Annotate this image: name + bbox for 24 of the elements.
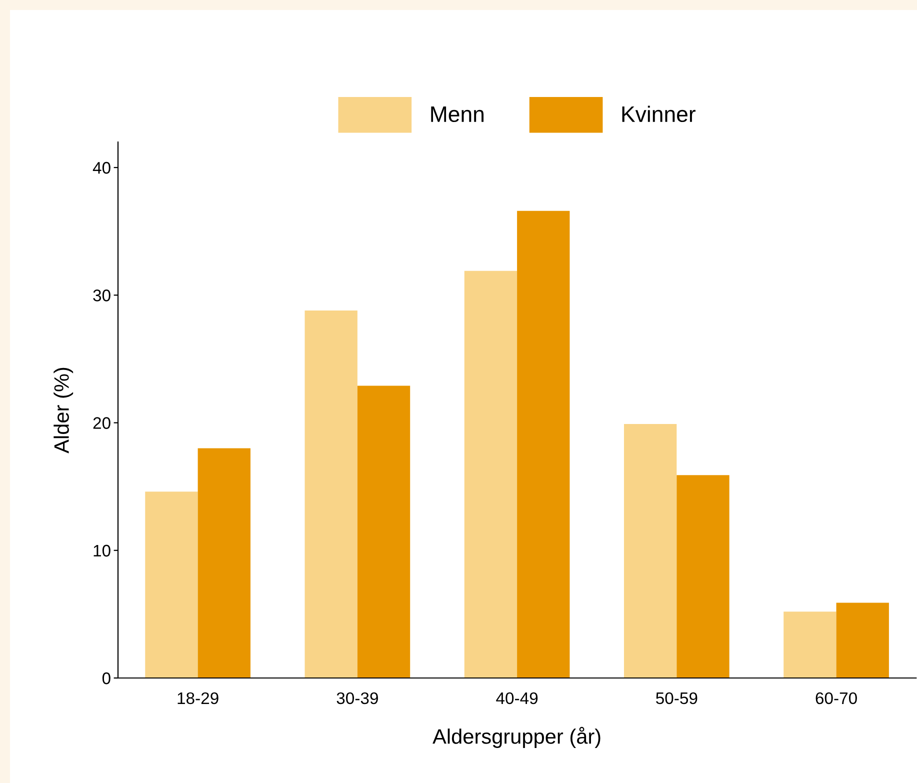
x-tick-label: 60-70: [816, 692, 857, 704]
y-tick-label: 10: [94, 544, 110, 557]
y-tick-label: 20: [93, 417, 110, 429]
legend-label: Kvinner: [622, 106, 696, 122]
bar: [676, 475, 730, 678]
x-tick-label: 50-59: [656, 692, 698, 704]
bar: [145, 492, 198, 678]
bar: [624, 424, 677, 678]
bar: [304, 310, 358, 678]
x-tick-label: 18-29: [178, 692, 218, 704]
y-axis-title: Alder (%): [54, 368, 74, 454]
x-tick-label: 40-49: [496, 692, 538, 704]
y-tick-label: 40: [92, 162, 110, 174]
legend-label: Menn: [431, 106, 484, 122]
bar: [357, 386, 410, 678]
y-tick-label: 30: [93, 290, 110, 302]
x-axis-title: Aldersgrupper (år): [432, 726, 600, 748]
y-tick-label: 0: [102, 672, 110, 684]
bar: [198, 448, 250, 678]
bar: [464, 270, 518, 678]
bar: [784, 612, 836, 678]
x-tick-label: 30-39: [336, 692, 378, 704]
bar: [517, 210, 570, 678]
bar: [836, 602, 889, 678]
